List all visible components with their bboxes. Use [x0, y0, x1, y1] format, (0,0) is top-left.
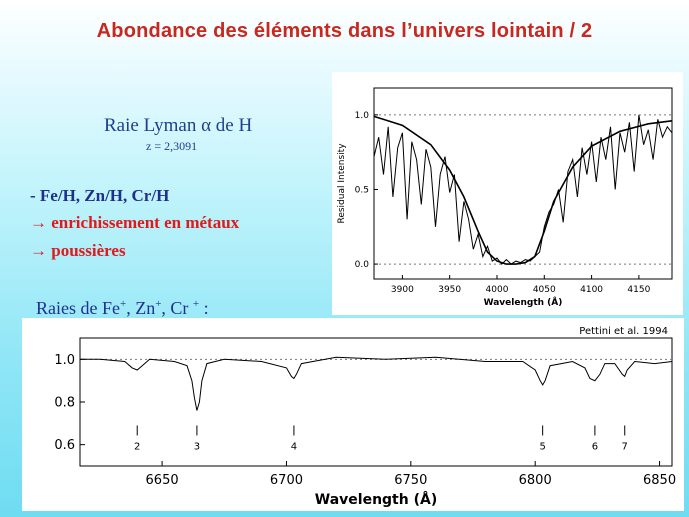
raies-sep-cr: , Cr — [161, 298, 193, 318]
ion-charge-fe: + — [119, 298, 127, 310]
line-marker-label: 4 — [291, 441, 297, 452]
metal-lines-chart: 6650 6700 6750 6800 6850 0.6 0.8 1.0 2 3 4 5 6 7 Wavel… — [54, 326, 676, 508]
redshift-label: z = 2,3091 — [146, 139, 198, 153]
bullet-dust: → poussières — [30, 241, 126, 260]
y-tick-label: 1.0 — [355, 111, 370, 121]
raies-heading: Raies de Fe+, Zn+, Cr + : — [36, 298, 209, 319]
x-tick-label: 6850 — [643, 473, 676, 488]
x-tick-label: 4000 — [486, 285, 509, 295]
x-axis-label: Wavelength (Å) — [484, 297, 563, 308]
line-marker-label: 5 — [539, 441, 545, 452]
raies-suffix: : — [199, 298, 209, 318]
spectrum-line — [373, 114, 673, 265]
slide-title: Abondance des éléments dans l’univers lo… — [96, 20, 593, 42]
bullet-abundance-ratios: - Fe/H, Zn/H, Cr/H — [30, 186, 170, 205]
y-tick-label: 1.0 — [54, 353, 75, 368]
x-tick-label: 4050 — [533, 285, 556, 295]
metal-lines-chart-panel: 6650 6700 6750 6800 6850 0.6 0.8 1.0 2 3 4 5 6 7 Wavel… — [22, 318, 684, 511]
x-tick-label: 4100 — [580, 285, 603, 295]
line-marker-label: 2 — [134, 441, 140, 452]
lyman-alpha-chart-panel: 3900 3950 4000 4050 4100 4150 0.0 0.5 1.0 Wavelen… — [332, 72, 683, 315]
y-tick-label: 0.0 — [355, 260, 370, 270]
ion-charge-zn: + — [155, 298, 162, 310]
y-tick-label: 0.8 — [54, 396, 75, 411]
x-tick-label: 6650 — [146, 473, 179, 488]
x-axis-label: Wavelength (Å) — [315, 491, 437, 508]
y-axis-label: Residual Intensity — [337, 143, 347, 224]
raies-prefix: Raies de Fe — [36, 298, 120, 318]
continuum-fit-line — [373, 115, 673, 265]
line-marker-label: 3 — [194, 441, 200, 452]
spectrum-line — [80, 356, 673, 411]
y-tick-label: 0.6 — [54, 438, 75, 453]
x-tick-label: 3900 — [391, 285, 414, 295]
lyman-alpha-label: Raie Lyman α de H — [104, 115, 253, 136]
chart-title: Pettini et al. 1994 — [579, 326, 668, 337]
x-tick-label: 3950 — [438, 285, 461, 295]
x-tick-label: 4150 — [627, 285, 650, 295]
plot-frame — [373, 87, 673, 280]
x-tick-label: 6800 — [519, 473, 552, 488]
bullet-metal-enrichment: → enrichissement en métaux — [30, 213, 240, 232]
ion-charge-cr: + — [192, 298, 200, 310]
plot-frame — [79, 337, 673, 467]
lyman-alpha-chart: 3900 3950 4000 4050 4100 4150 0.0 0.5 1.0 Wavelen… — [337, 87, 673, 308]
x-tick-label: 6750 — [394, 473, 427, 488]
raies-sep-zn: , Zn — [126, 298, 156, 318]
line-marker-label: 6 — [592, 441, 598, 452]
x-tick-label: 6700 — [270, 473, 303, 488]
y-tick-label: 0.5 — [355, 186, 369, 196]
line-marker-label: 7 — [622, 441, 628, 452]
